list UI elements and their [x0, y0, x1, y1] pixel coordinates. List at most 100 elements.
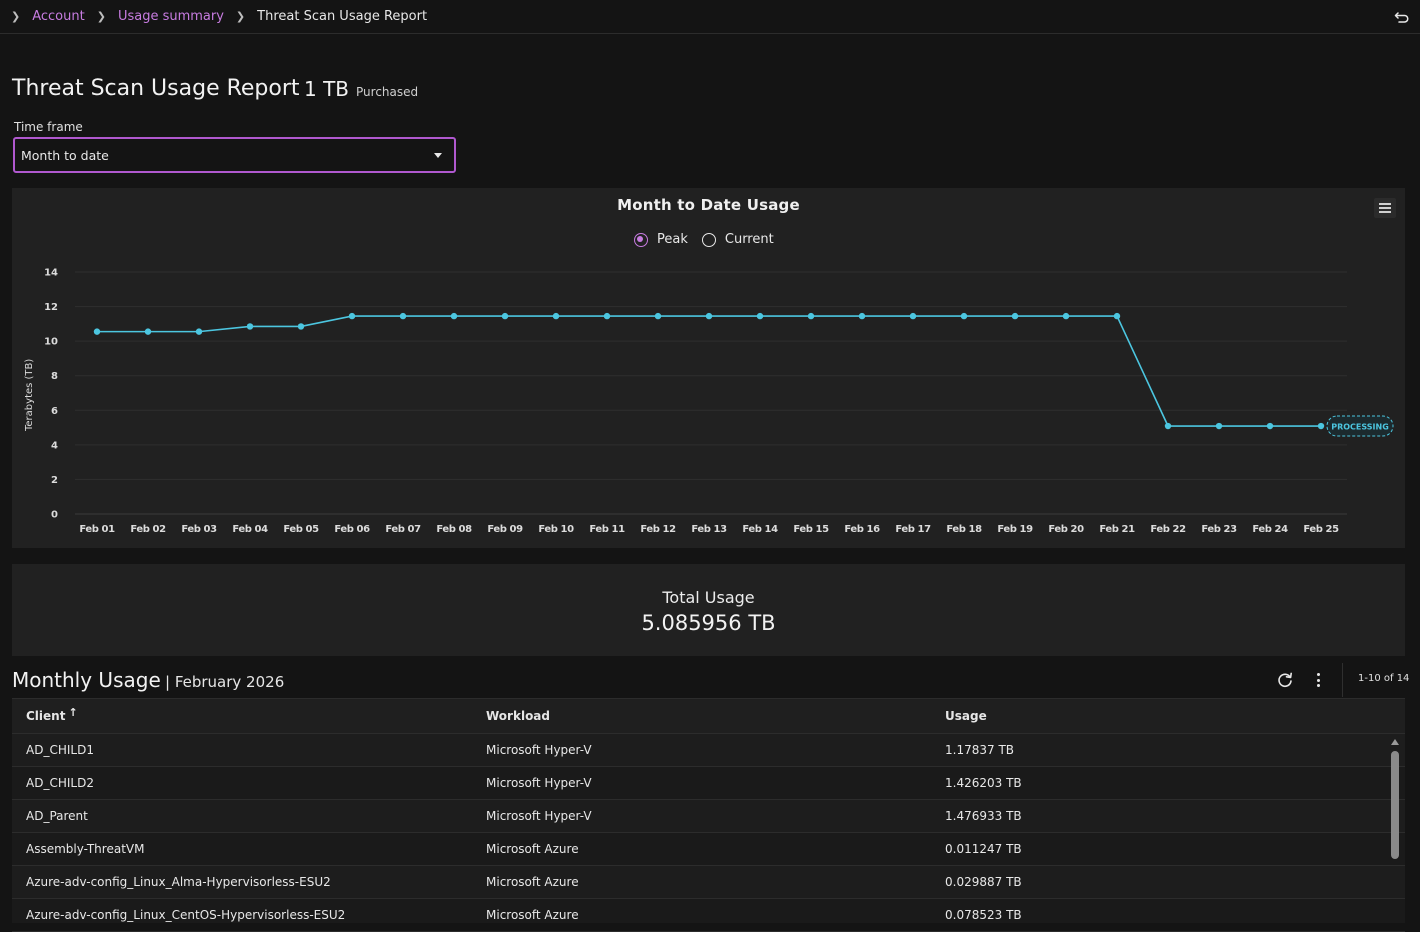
data-point [1113, 312, 1121, 320]
table-scrollbar[interactable] [1390, 737, 1400, 924]
x-tick-label: Feb 16 [844, 524, 880, 535]
y-tick-label: 6 [51, 406, 58, 417]
purchased-capacity: 1 TB Purchased [304, 77, 418, 101]
timeframe-dropdown[interactable]: Month to date [13, 137, 456, 173]
x-tick-label: Feb 06 [334, 524, 370, 535]
data-point [399, 312, 407, 320]
x-tick-label: Feb 10 [538, 524, 574, 535]
cell-usage: 0.011247 TB [945, 842, 1022, 856]
cell-usage: 0.029887 TB [945, 875, 1022, 889]
column-header-workload[interactable]: Workload [486, 709, 550, 723]
x-tick-label: Feb 02 [130, 524, 166, 535]
data-point [144, 328, 152, 335]
chevron-right-icon: ❯ [96, 10, 106, 23]
data-point [501, 312, 509, 320]
chart-menu-button[interactable] [1374, 198, 1396, 218]
cell-client: AD_CHILD2 [26, 776, 94, 790]
data-point [450, 312, 458, 320]
table-row[interactable]: AD_CHILD1 Microsoft Hyper-V 1.17837 TB [12, 734, 1405, 767]
y-tick-label: 4 [51, 440, 58, 451]
cell-client: Azure-adv-config_Linux_CentOS-Hypervisor… [26, 908, 346, 922]
toolbar-divider [1342, 663, 1343, 697]
table-row[interactable]: Assembly-ThreatVM Microsoft Azure 0.0112… [12, 833, 1405, 866]
usage-chart-panel: 0 2 4 6 8 10 12 14 Feb 01 Feb 02 Feb 03 Feb 04 Feb 0… [12, 188, 1405, 548]
scroll-up-icon[interactable] [1391, 739, 1399, 745]
legend-current-label: Current [724, 232, 774, 247]
x-tick-label: Feb 23 [1201, 524, 1237, 535]
table-row[interactable]: Azure-adv-config_Linux_CentOS-Hypervisor… [12, 899, 1405, 932]
radio-selected-icon [634, 232, 648, 247]
breadcrumb-account-link[interactable]: Account [32, 9, 85, 24]
y-tick-label: 8 [51, 371, 58, 382]
data-point [603, 312, 611, 320]
cell-client: AD_CHILD1 [26, 743, 94, 757]
cell-client: Azure-adv-config_Linux_Alma-Hypervisorle… [26, 875, 331, 889]
pagination-status: 1-10 of 14 [1358, 673, 1410, 684]
scroll-thumb[interactable] [1391, 751, 1399, 859]
more-options-icon[interactable] [1311, 671, 1325, 689]
table-row[interactable]: AD_CHILD2 Microsoft Hyper-V 1.426203 TB [12, 767, 1405, 800]
cell-client: AD_Parent [26, 809, 88, 823]
data-point [1062, 312, 1070, 320]
legend-peak-radio[interactable]: Peak [634, 232, 688, 247]
table-header: Client ↑ Workload Usage [12, 699, 1405, 734]
x-tick-label: Feb 01 [79, 524, 115, 535]
column-header-usage[interactable]: Usage [945, 709, 987, 723]
x-tick-label: Feb 03 [181, 524, 217, 535]
x-tick-label: Feb 25 [1303, 524, 1339, 535]
x-tick-label: Feb 19 [997, 524, 1033, 535]
data-point [1215, 422, 1223, 430]
table-row[interactable]: AD_Parent Microsoft Hyper-V 1.476933 TB [12, 800, 1405, 833]
legend-current-radio[interactable]: Current [701, 232, 774, 247]
cell-usage: 1.476933 TB [945, 809, 1022, 823]
data-point [1317, 422, 1325, 430]
breadcrumb-usage-summary-link[interactable]: Usage summary [117, 9, 224, 24]
legend-peak-label: Peak [657, 232, 688, 247]
total-usage-panel: Total Usage 5.085956 TB [12, 564, 1405, 656]
data-point [909, 312, 917, 320]
data-point [654, 312, 662, 320]
x-tick-label: Feb 24 [1252, 524, 1288, 535]
back-arrow-icon[interactable] [1394, 9, 1410, 25]
x-tick-label: Feb 08 [436, 524, 472, 535]
monthly-usage-month: | February 2026 [165, 673, 285, 691]
data-point [348, 312, 356, 320]
hamburger-icon [1379, 203, 1391, 205]
x-tick-label: Feb 14 [742, 524, 778, 535]
x-tick-label: Feb 05 [283, 524, 319, 535]
processing-label: PROCESSING [1331, 423, 1389, 432]
x-tick-label: Feb 12 [640, 524, 676, 535]
y-axis-title: Terabytes (TB) [24, 358, 35, 431]
y-tick-label: 12 [44, 302, 58, 313]
cell-workload: Microsoft Azure [486, 875, 579, 889]
data-point [1266, 422, 1274, 430]
chart-legend: Peak Current [634, 232, 788, 247]
purchased-label: Purchased [356, 85, 419, 99]
purchased-amount: 1 TB [304, 77, 350, 101]
x-tick-label: Feb 21 [1099, 524, 1135, 535]
x-tick-label: Feb 22 [1150, 524, 1186, 535]
cell-client: Assembly-ThreatVM [26, 842, 145, 856]
data-point [705, 312, 713, 320]
refresh-icon[interactable] [1276, 671, 1294, 689]
data-point [756, 312, 764, 320]
column-header-client[interactable]: Client ↑ [26, 706, 78, 723]
data-point [93, 328, 101, 335]
y-tick-label: 2 [51, 475, 58, 486]
table-row[interactable]: Azure-adv-config_Linux_Alma-Hypervisorle… [12, 866, 1405, 899]
cell-workload: Microsoft Azure [486, 842, 579, 856]
processing-badge [1326, 415, 1394, 437]
y-tick-label: 0 [51, 510, 58, 521]
cell-usage: 1.426203 TB [945, 776, 1022, 790]
caret-down-icon [434, 153, 442, 158]
series-line [97, 315, 1321, 427]
radio-unselected-icon [701, 232, 716, 247]
timeframe-label: Time frame [14, 120, 83, 134]
data-point [246, 323, 254, 330]
cell-usage: 1.17837 TB [945, 743, 1014, 757]
monthly-usage-title: Monthly Usage [12, 668, 161, 692]
cell-workload: Microsoft Azure [486, 908, 579, 922]
table-body: AD_CHILD1 Microsoft Hyper-V 1.17837 TB A… [12, 734, 1405, 932]
x-tick-label: Feb 17 [895, 524, 931, 535]
breadcrumb-current: Threat Scan Usage Report [257, 9, 428, 24]
